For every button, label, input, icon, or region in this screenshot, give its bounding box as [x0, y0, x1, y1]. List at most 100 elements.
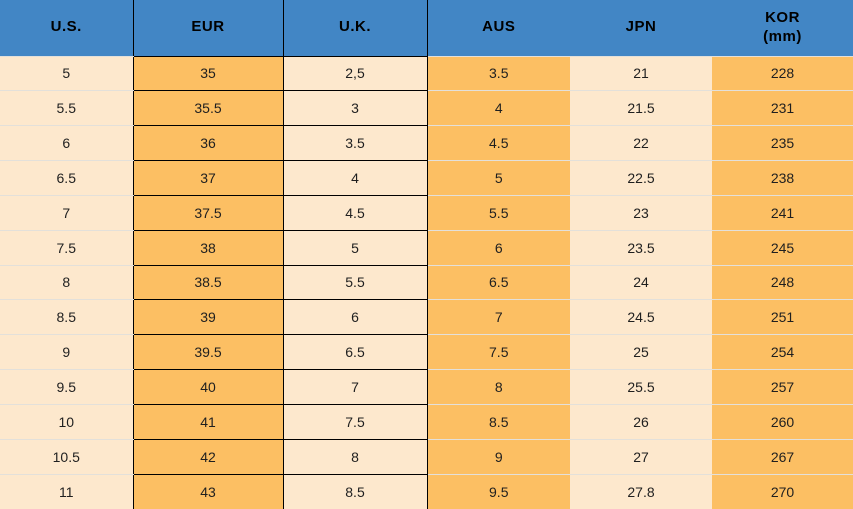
cell-eur: 37 — [132, 160, 284, 196]
cell-us: 6.5 — [0, 160, 133, 196]
cell-us: 11 — [0, 474, 133, 509]
cell-eur: 39 — [132, 299, 284, 336]
table-row: 6 36 3.5 4.5 22 235 — [0, 125, 853, 162]
header-label: JPN — [625, 18, 657, 36]
cell-uk: 2,5 — [282, 55, 428, 92]
table-row: 11 43 8.5 9.5 27.8 270 — [0, 473, 853, 509]
header-uk: U.K. — [282, 0, 428, 57]
cell-us: 9 — [0, 334, 133, 371]
cell-jpn: 27.8 — [570, 474, 712, 509]
cell-aus: 7.5 — [427, 334, 570, 371]
header-eur: EUR — [132, 0, 284, 57]
cell-eur: 37.5 — [132, 194, 284, 231]
cell-kor: 257 — [712, 369, 853, 405]
cell-uk: 3 — [282, 90, 428, 127]
table-row: 7.5 38 5 6 23.5 245 — [0, 229, 853, 266]
cell-eur: 38.5 — [132, 264, 284, 301]
cell-kor: 238 — [712, 160, 853, 196]
cell-jpn: 21 — [570, 56, 712, 92]
table-row: 8.5 39 6 7 24.5 251 — [0, 299, 853, 336]
cell-jpn: 24 — [570, 265, 712, 301]
cell-uk: 3.5 — [282, 125, 428, 162]
cell-uk: 6 — [282, 299, 428, 336]
table-row: 10.5 42 8 9 27 267 — [0, 438, 853, 475]
cell-jpn: 26 — [570, 404, 712, 440]
cell-us: 8.5 — [0, 299, 133, 336]
cell-kor: 235 — [712, 125, 853, 162]
table-row: 9 39.5 6.5 7.5 25 254 — [0, 334, 853, 371]
cell-uk: 5 — [282, 229, 428, 266]
cell-kor: 231 — [712, 90, 853, 127]
cell-uk: 5.5 — [282, 264, 428, 301]
cell-uk: 7 — [282, 369, 428, 405]
cell-aus: 4 — [427, 90, 570, 127]
cell-us: 8 — [0, 265, 133, 301]
cell-jpn: 23.5 — [570, 230, 712, 266]
table-row: 5.5 35.5 3 4 21.5 231 — [0, 90, 853, 127]
cell-jpn: 21.5 — [570, 90, 712, 127]
header-us: U.S. — [0, 0, 133, 57]
header-sublabel: (mm) — [763, 27, 802, 45]
cell-us: 7.5 — [0, 230, 133, 266]
cell-aus: 4.5 — [427, 125, 570, 162]
cell-aus: 6.5 — [427, 265, 570, 301]
header-jpn: JPN — [570, 0, 712, 57]
cell-kor: 241 — [712, 195, 853, 231]
cell-jpn: 25 — [570, 334, 712, 371]
cell-us: 9.5 — [0, 369, 133, 405]
cell-aus: 9 — [427, 439, 570, 475]
cell-kor: 228 — [712, 56, 853, 92]
table-row: 5 35 2,5 3.5 21 228 — [0, 55, 853, 92]
cell-kor: 251 — [712, 299, 853, 336]
cell-aus: 9.5 — [427, 474, 570, 509]
header-label: U.K. — [339, 18, 371, 36]
table-row: 8 38.5 5.5 6.5 24 248 — [0, 264, 853, 301]
cell-us: 10 — [0, 404, 133, 440]
header-label: EUR — [191, 18, 225, 36]
header-label: U.S. — [50, 18, 82, 36]
cell-eur: 35.5 — [132, 90, 284, 127]
cell-uk: 8 — [282, 438, 428, 475]
table-row: 9.5 40 7 8 25.5 257 — [0, 369, 853, 405]
table-row: 7 37.5 4.5 5.5 23 241 — [0, 194, 853, 231]
cell-aus: 3.5 — [427, 56, 570, 92]
cell-uk: 8.5 — [282, 473, 428, 509]
cell-kor: 267 — [712, 439, 853, 475]
cell-aus: 6 — [427, 230, 570, 266]
header-row: U.S. EUR U.K. AUS JPN KOR (mm) — [0, 0, 853, 57]
cell-jpn: 27 — [570, 439, 712, 475]
cell-us: 5.5 — [0, 90, 133, 127]
header-label: AUS — [482, 18, 516, 36]
cell-jpn: 23 — [570, 195, 712, 231]
cell-us: 5 — [0, 56, 133, 92]
cell-eur: 40 — [132, 369, 284, 405]
cell-eur: 35 — [132, 55, 284, 92]
cell-eur: 39.5 — [132, 334, 284, 371]
cell-kor: 245 — [712, 230, 853, 266]
cell-aus: 8 — [427, 369, 570, 405]
cell-kor: 260 — [712, 404, 853, 440]
header-label: KOR — [765, 9, 800, 26]
cell-uk: 4.5 — [282, 194, 428, 231]
cell-eur: 41 — [132, 403, 284, 440]
cell-eur: 43 — [132, 473, 284, 509]
cell-kor: 248 — [712, 265, 853, 301]
cell-uk: 7.5 — [282, 403, 428, 440]
cell-eur: 38 — [132, 229, 284, 266]
table-body: 5 35 2,5 3.5 21 228 5.5 35.5 3 4 21.5 231 6 36 3.5 4.5 2… — [0, 55, 853, 509]
cell-jpn: 22.5 — [570, 160, 712, 196]
cell-kor: 254 — [712, 334, 853, 371]
cell-uk: 4 — [282, 160, 428, 196]
cell-aus: 8.5 — [427, 404, 570, 440]
header-kor: KOR (mm) — [712, 0, 853, 57]
cell-kor: 270 — [712, 474, 853, 509]
cell-eur: 36 — [132, 125, 284, 162]
cell-uk: 6.5 — [282, 334, 428, 371]
cell-us: 10.5 — [0, 439, 133, 475]
cell-aus: 5.5 — [427, 195, 570, 231]
cell-jpn: 25.5 — [570, 369, 712, 405]
header-aus: AUS — [427, 0, 570, 57]
cell-aus: 5 — [427, 160, 570, 196]
table-row: 10 41 7.5 8.5 26 260 — [0, 403, 853, 440]
